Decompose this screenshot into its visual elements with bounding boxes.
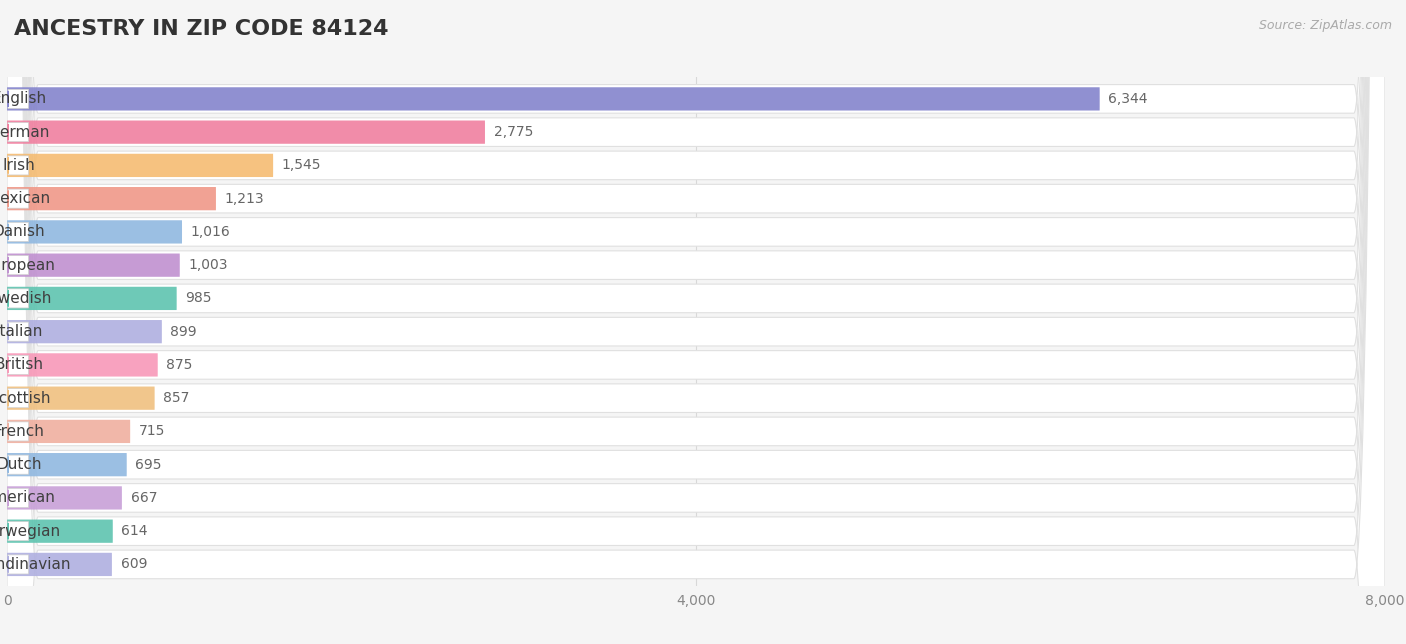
FancyBboxPatch shape (7, 0, 1385, 644)
FancyBboxPatch shape (7, 0, 1385, 644)
Text: 985: 985 (186, 291, 212, 305)
FancyBboxPatch shape (7, 154, 273, 177)
FancyBboxPatch shape (7, 0, 1385, 644)
FancyBboxPatch shape (8, 355, 28, 374)
FancyBboxPatch shape (8, 222, 28, 242)
Text: Mexican: Mexican (0, 191, 51, 206)
Text: 1,003: 1,003 (188, 258, 228, 272)
FancyBboxPatch shape (7, 386, 155, 410)
FancyBboxPatch shape (7, 254, 180, 277)
Text: 2,775: 2,775 (494, 125, 533, 139)
FancyBboxPatch shape (7, 120, 485, 144)
Text: 899: 899 (170, 325, 197, 339)
Text: Norwegian: Norwegian (0, 524, 60, 538)
FancyBboxPatch shape (7, 0, 1385, 644)
FancyBboxPatch shape (7, 0, 1385, 644)
Text: Source: ZipAtlas.com: Source: ZipAtlas.com (1258, 19, 1392, 32)
FancyBboxPatch shape (7, 87, 1099, 111)
FancyBboxPatch shape (7, 453, 127, 477)
FancyBboxPatch shape (7, 520, 112, 543)
Text: ANCESTRY IN ZIP CODE 84124: ANCESTRY IN ZIP CODE 84124 (14, 19, 388, 39)
Text: 715: 715 (139, 424, 165, 439)
Text: 1,213: 1,213 (225, 192, 264, 205)
Text: 875: 875 (166, 358, 193, 372)
Text: 6,344: 6,344 (1108, 92, 1147, 106)
FancyBboxPatch shape (7, 0, 1385, 644)
Text: English: English (0, 91, 46, 106)
Text: Swedish: Swedish (0, 291, 51, 306)
Text: 667: 667 (131, 491, 157, 505)
FancyBboxPatch shape (7, 320, 162, 343)
FancyBboxPatch shape (8, 256, 28, 275)
Text: 695: 695 (135, 458, 162, 471)
FancyBboxPatch shape (7, 0, 1385, 644)
FancyBboxPatch shape (7, 287, 177, 310)
FancyBboxPatch shape (8, 90, 28, 108)
Text: 614: 614 (121, 524, 148, 538)
Text: American: American (0, 491, 56, 506)
FancyBboxPatch shape (7, 0, 1385, 644)
Text: Scottish: Scottish (0, 391, 51, 406)
FancyBboxPatch shape (7, 354, 157, 377)
Text: British: British (0, 357, 44, 372)
FancyBboxPatch shape (8, 455, 28, 474)
Text: 857: 857 (163, 391, 190, 405)
FancyBboxPatch shape (8, 322, 28, 341)
Text: Irish: Irish (3, 158, 35, 173)
FancyBboxPatch shape (8, 555, 28, 574)
FancyBboxPatch shape (7, 0, 1385, 644)
Text: 609: 609 (121, 558, 148, 571)
FancyBboxPatch shape (8, 388, 28, 408)
FancyBboxPatch shape (8, 289, 28, 308)
Text: 1,016: 1,016 (191, 225, 231, 239)
FancyBboxPatch shape (7, 0, 1385, 644)
FancyBboxPatch shape (8, 488, 28, 507)
Text: 1,545: 1,545 (281, 158, 321, 173)
Text: Danish: Danish (0, 224, 45, 240)
Text: Italian: Italian (0, 324, 44, 339)
FancyBboxPatch shape (7, 220, 181, 243)
Text: European: European (0, 258, 56, 272)
FancyBboxPatch shape (7, 553, 112, 576)
FancyBboxPatch shape (7, 0, 1385, 644)
FancyBboxPatch shape (7, 0, 1385, 644)
FancyBboxPatch shape (8, 189, 28, 208)
FancyBboxPatch shape (7, 0, 1385, 644)
FancyBboxPatch shape (7, 0, 1385, 644)
FancyBboxPatch shape (7, 0, 1385, 644)
FancyBboxPatch shape (7, 486, 122, 509)
FancyBboxPatch shape (7, 420, 131, 443)
FancyBboxPatch shape (8, 122, 28, 142)
Text: Dutch: Dutch (0, 457, 42, 472)
Text: Scandinavian: Scandinavian (0, 557, 70, 572)
FancyBboxPatch shape (8, 522, 28, 541)
FancyBboxPatch shape (8, 422, 28, 441)
FancyBboxPatch shape (8, 156, 28, 175)
Text: French: French (0, 424, 45, 439)
Text: German: German (0, 125, 51, 140)
FancyBboxPatch shape (7, 187, 217, 211)
